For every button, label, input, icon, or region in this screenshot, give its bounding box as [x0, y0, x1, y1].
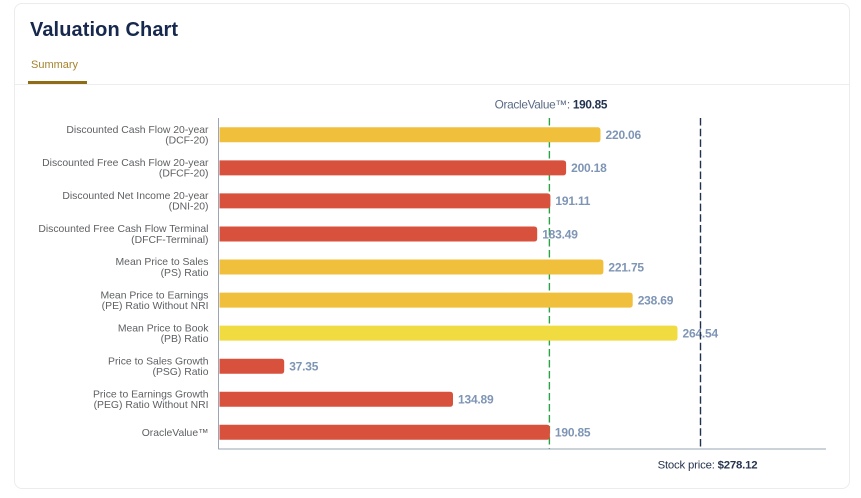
svg-text:(PS) Ratio: (PS) Ratio: [161, 268, 209, 279]
svg-text:200.18: 200.18: [571, 161, 607, 175]
svg-text:Discounted Free Cash Flow Term: Discounted Free Cash Flow Terminal: [38, 224, 208, 235]
svg-text:238.69: 238.69: [638, 293, 674, 307]
svg-text:(DCF-20): (DCF-20): [165, 136, 208, 147]
svg-text:Stock price: $278.12: Stock price: $278.12: [658, 460, 758, 472]
svg-text:(PB) Ratio: (PB) Ratio: [161, 334, 209, 345]
svg-text:220.06: 220.06: [606, 128, 642, 142]
svg-text:191.11: 191.11: [555, 194, 590, 208]
svg-text:(DFCF-20): (DFCF-20): [159, 169, 209, 180]
svg-text:37.35: 37.35: [289, 360, 319, 374]
svg-text:OracleValue™: 190.85: OracleValue™: 190.85: [495, 97, 608, 111]
svg-text:221.75: 221.75: [608, 260, 644, 274]
svg-text:Price to Earnings Growth: Price to Earnings Growth: [93, 389, 209, 400]
svg-text:Discounted Net Income 20-year: Discounted Net Income 20-year: [62, 191, 209, 202]
svg-text:(DNI-20): (DNI-20): [169, 202, 209, 213]
svg-text:(PE) Ratio Without NRI: (PE) Ratio Without NRI: [102, 301, 209, 312]
svg-text:Discounted Free Cash Flow 20-y: Discounted Free Cash Flow 20-year: [42, 158, 209, 169]
svg-text:134.89: 134.89: [458, 393, 494, 407]
svg-text:Mean Price to Book: Mean Price to Book: [118, 323, 209, 334]
svg-text:(PSG) Ratio: (PSG) Ratio: [152, 367, 208, 378]
svg-text:Mean Price to Earnings: Mean Price to Earnings: [100, 290, 208, 301]
svg-text:(PEG) Ratio Without NRI: (PEG) Ratio Without NRI: [94, 400, 209, 411]
svg-text:Price to Sales Growth: Price to Sales Growth: [108, 356, 209, 367]
svg-text:183.49: 183.49: [542, 227, 578, 241]
svg-text:Mean Price to Sales: Mean Price to Sales: [116, 257, 209, 268]
svg-text:Discounted Cash Flow 20-year: Discounted Cash Flow 20-year: [66, 125, 209, 136]
svg-text:(DFCF-Terminal): (DFCF-Terminal): [131, 235, 208, 246]
svg-text:OracleValue™: OracleValue™: [142, 428, 209, 439]
svg-text:190.85: 190.85: [555, 426, 591, 440]
